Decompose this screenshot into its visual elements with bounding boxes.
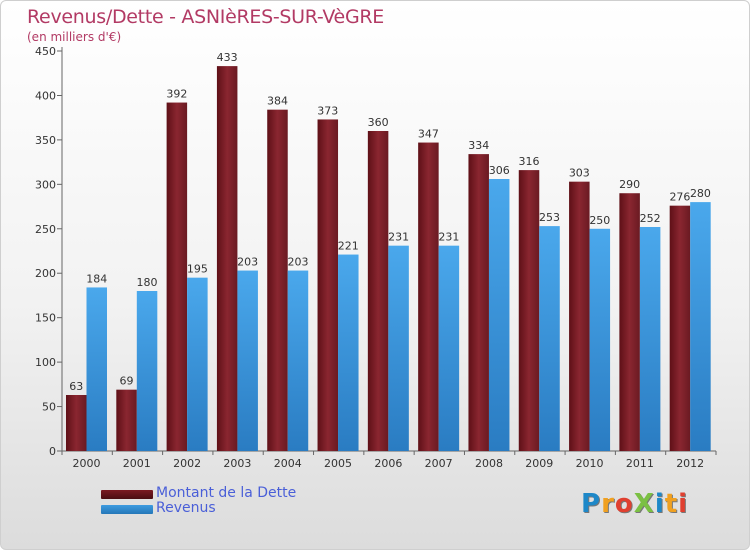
logo-letter: r — [601, 489, 615, 519]
bar-dette — [669, 205, 691, 451]
bar-revenus — [187, 277, 208, 451]
bar-dette — [166, 102, 188, 452]
bar-dette — [619, 193, 640, 451]
bar-revenus — [287, 270, 309, 451]
y-tick-label: 50 — [42, 401, 56, 414]
bar-dette — [317, 119, 339, 451]
data-label-revenus: 280 — [690, 187, 711, 200]
bar-revenus — [539, 226, 560, 451]
data-label-revenus: 231 — [388, 231, 409, 244]
x-tick-label: 2009 — [525, 457, 553, 470]
data-label-revenus: 203 — [237, 256, 258, 269]
bar-revenus — [86, 287, 107, 451]
logo-letter: P — [581, 489, 602, 519]
bar-dette — [216, 66, 238, 451]
data-label-dette: 290 — [619, 178, 640, 191]
logo-letter: o — [614, 489, 634, 519]
x-tick-label: 2006 — [374, 457, 402, 470]
data-label-dette: 303 — [569, 167, 590, 180]
data-label-dette: 63 — [69, 380, 83, 393]
x-tick-label: 2007 — [425, 457, 453, 470]
logo-letter: t — [664, 489, 679, 519]
legend-label-dette: Montant de la Dette — [156, 485, 297, 501]
y-tick-label: 300 — [35, 178, 56, 191]
y-tick-label: 100 — [35, 356, 56, 369]
x-tick-label: 2010 — [576, 457, 604, 470]
data-label-revenus: 252 — [640, 212, 661, 225]
data-label-dette: 373 — [317, 104, 338, 117]
data-label-dette: 69 — [120, 375, 134, 388]
y-tick-label: 150 — [35, 312, 56, 325]
x-tick-label: 2004 — [274, 457, 302, 470]
data-label-revenus: 306 — [489, 164, 510, 177]
y-tick-label: 450 — [35, 45, 56, 58]
bar-revenus — [488, 179, 510, 451]
bar-dette — [66, 395, 87, 451]
bar-revenus — [388, 245, 409, 451]
data-label-revenus: 231 — [438, 231, 459, 244]
y-tick-label: 400 — [35, 89, 56, 102]
x-tick-label: 2011 — [626, 457, 654, 470]
y-tick-label: 250 — [35, 223, 56, 236]
logo-letter: i — [678, 489, 689, 519]
y-tick-label: 350 — [35, 134, 56, 147]
x-tick-label: 2003 — [223, 457, 251, 470]
bar-dette — [116, 389, 137, 451]
x-tick-label: 2001 — [123, 457, 151, 470]
proxiti-logo: ProXiti — [581, 489, 688, 519]
legend-swatch-dette — [101, 490, 153, 499]
legend-swatch-revenus — [101, 505, 153, 514]
data-label-revenus: 203 — [287, 256, 308, 269]
bar-revenus — [589, 228, 611, 451]
x-tick-label: 2000 — [73, 457, 101, 470]
data-label-revenus: 180 — [137, 276, 158, 289]
data-label-dette: 360 — [368, 116, 389, 129]
x-tick-label: 2012 — [676, 457, 704, 470]
logo-letter: X — [633, 489, 655, 519]
data-label-dette: 334 — [468, 139, 489, 152]
data-label-dette: 384 — [267, 95, 288, 108]
bar-revenus — [639, 227, 661, 451]
bar-revenus — [338, 254, 359, 451]
data-label-revenus: 184 — [86, 272, 107, 285]
data-label-revenus: 221 — [338, 240, 359, 253]
data-label-revenus: 250 — [589, 214, 610, 227]
chart-title: Revenus/Dette - ASNIèRES-SUR-VèGRE — [27, 6, 384, 28]
bar-revenus — [136, 291, 158, 451]
x-tick-label: 2008 — [475, 457, 503, 470]
bar-dette — [468, 154, 489, 451]
chart-subtitle: (en milliers d'€) — [27, 30, 122, 44]
legend-label-revenus: Revenus — [156, 500, 216, 516]
data-label-revenus: 195 — [187, 263, 208, 276]
data-label-dette: 276 — [669, 191, 690, 204]
bar-dette — [267, 109, 288, 452]
data-label-dette: 347 — [418, 128, 439, 141]
y-tick-label: 200 — [35, 267, 56, 280]
data-label-dette: 433 — [217, 51, 238, 64]
bar-revenus — [438, 245, 460, 451]
y-tick-label: 0 — [49, 445, 56, 458]
x-tick-label: 2005 — [324, 457, 352, 470]
x-tick-label: 2002 — [173, 457, 201, 470]
bar-revenus — [237, 270, 258, 451]
bar-dette — [569, 181, 590, 451]
data-label-dette: 316 — [519, 155, 540, 168]
data-label-dette: 392 — [166, 88, 187, 101]
bar-dette — [518, 170, 540, 451]
bar-revenus — [690, 202, 711, 451]
bar-dette — [367, 131, 389, 451]
logo-letter: i — [654, 489, 665, 519]
data-label-revenus: 253 — [539, 211, 560, 224]
bar-dette — [418, 142, 439, 452]
